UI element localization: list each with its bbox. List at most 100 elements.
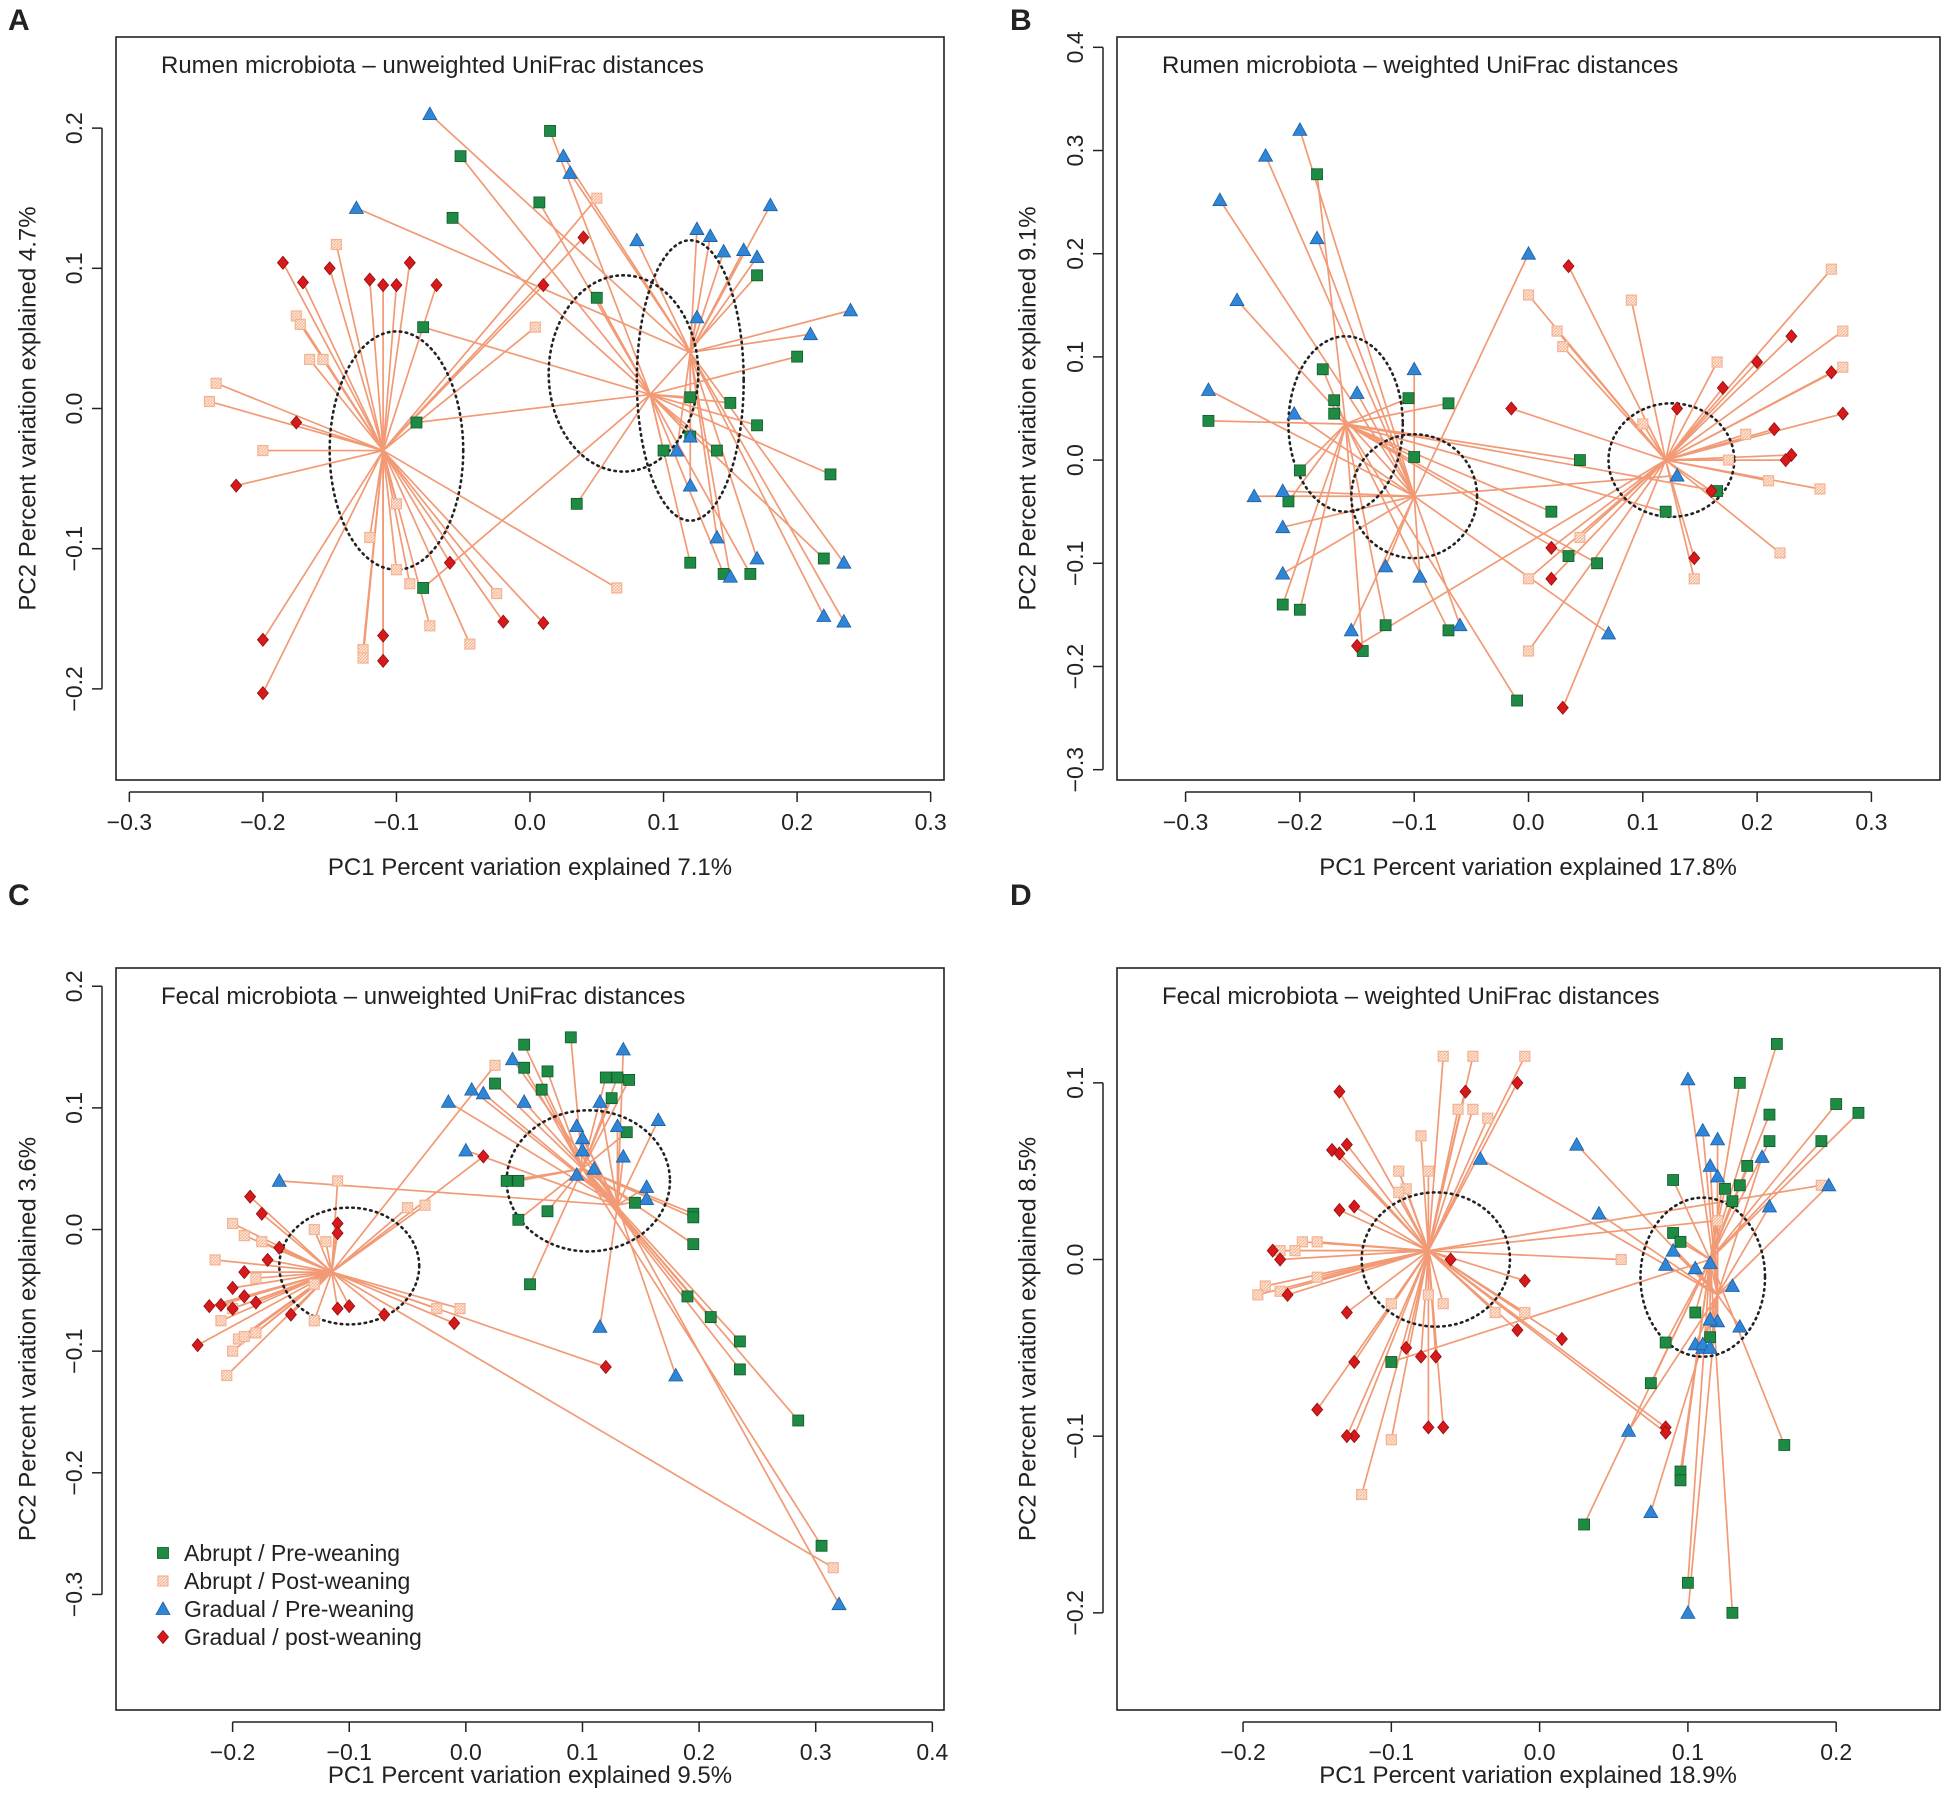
point-abrupt-pre	[1770, 1038, 1783, 1050]
point-gradual-pre	[1724, 1278, 1741, 1292]
point-abrupt-pre	[605, 1092, 618, 1105]
connector-line	[382, 284, 438, 451]
connector-line	[546, 1071, 584, 1169]
point-gradual-post	[1716, 380, 1729, 395]
point-abrupt-post	[1688, 573, 1700, 585]
point-gradual-pre	[1695, 1122, 1711, 1137]
point-abrupt-pre	[1545, 505, 1558, 518]
point-abrupt-post	[238, 1330, 250, 1343]
confidence-ellipse	[1639, 1196, 1767, 1358]
point-abrupt-pre	[1328, 407, 1341, 420]
point-gradual-post	[1836, 406, 1849, 421]
connector-line	[1345, 423, 1581, 461]
point-gradual-pre	[749, 249, 765, 263]
point-gradual-post	[1274, 1252, 1287, 1267]
connector-line	[1338, 1091, 1430, 1252]
point-gradual-pre	[1569, 1136, 1585, 1151]
point-gradual-post	[331, 1301, 344, 1316]
point-gradual-pre	[682, 477, 698, 492]
connector-line	[1346, 1250, 1430, 1437]
point-abrupt-pre	[489, 1077, 501, 1090]
connector-line	[308, 358, 384, 452]
connector-line	[330, 1233, 339, 1273]
point-abrupt-pre	[687, 1211, 700, 1224]
point-gradual-post	[1333, 1202, 1346, 1218]
point-gradual-pre	[689, 221, 705, 235]
panel-b-letter: B	[1010, 4, 1032, 37]
y-tick-label: 0.1	[1062, 1067, 1088, 1099]
connector-line	[689, 351, 845, 564]
point-abrupt-post	[330, 238, 342, 251]
point-gradual-pre	[475, 1085, 492, 1100]
y-tick-label: 0.2	[1062, 238, 1088, 270]
point-gradual-pre	[1680, 1605, 1696, 1619]
point-abrupt-pre	[684, 556, 697, 569]
point-abrupt-pre	[1741, 1159, 1754, 1172]
point-abrupt-pre	[1282, 495, 1295, 508]
connector-line	[1428, 1249, 1526, 1282]
x-tick-label: 0.3	[915, 809, 947, 835]
point-abrupt-pre	[1442, 624, 1455, 637]
point-abrupt-post	[1252, 1289, 1264, 1301]
connector-line	[1665, 428, 1775, 461]
y-tick-label: −0.2	[1062, 644, 1088, 689]
data-points	[203, 106, 859, 701]
confidence-ellipse	[1607, 402, 1736, 519]
point-gradual-pre	[682, 428, 698, 443]
connector-line	[1420, 1135, 1430, 1251]
point-gradual-post	[497, 614, 510, 629]
connector-line	[1281, 423, 1347, 605]
connector-line	[1665, 459, 1821, 490]
connector-line	[1687, 1079, 1719, 1295]
connector-line	[1257, 1249, 1429, 1296]
point-abrupt-post	[1437, 1298, 1449, 1310]
confidence-ellipse	[547, 274, 700, 473]
panel-d-letter: D	[1010, 879, 1032, 912]
point-abrupt-post	[1637, 418, 1649, 430]
connector-line	[649, 355, 798, 396]
connector-line	[382, 197, 598, 452]
point-abrupt-pre	[1293, 464, 1306, 477]
y-tick-label: −0.2	[61, 1450, 87, 1495]
confidence-ellipse	[1360, 1191, 1512, 1328]
point-gradual-pre	[348, 200, 365, 214]
data-points	[1252, 1038, 1865, 1619]
connector-line	[616, 1156, 625, 1206]
point-gradual-pre	[562, 165, 578, 179]
connector-line	[1282, 495, 1415, 575]
connector-line	[328, 268, 384, 451]
plot-frame	[115, 967, 945, 1711]
x-tick-label: 0.0	[514, 809, 546, 835]
connector-line	[382, 450, 504, 623]
point-abrupt-post	[1422, 1165, 1435, 1177]
point-abrupt-post	[1385, 1434, 1397, 1446]
point-abrupt-pre	[446, 211, 459, 224]
point-gradual-pre	[842, 302, 859, 317]
point-abrupt-post	[1489, 1306, 1501, 1319]
x-axis-label: PC1 Percent variation explained 7.1%	[328, 854, 732, 881]
point-abrupt-post	[1762, 475, 1775, 487]
x-tick-label: −0.1	[1391, 809, 1436, 835]
connector-line	[313, 1271, 333, 1322]
connector-line	[689, 352, 758, 559]
legend-label: Abrupt / Pre-weaning	[184, 1540, 400, 1566]
point-gradual-post	[226, 1280, 239, 1296]
connector-line	[1665, 459, 1781, 554]
point-gradual-post	[1825, 365, 1838, 380]
point-abrupt-post	[1467, 1050, 1479, 1062]
point-gradual-post	[1351, 638, 1364, 653]
point-gradual-pre	[1591, 1205, 1607, 1220]
point-gradual-pre	[516, 1093, 532, 1108]
point-gradual-post	[261, 1252, 274, 1268]
connector-line	[1391, 1258, 1711, 1363]
connector-line	[689, 352, 732, 577]
point-gradual-post	[255, 1206, 268, 1221]
connector-line	[322, 358, 384, 452]
connector-line	[511, 1058, 619, 1206]
point-gradual-pre	[650, 1112, 666, 1126]
x-tick-label: −0.1	[374, 809, 419, 835]
connector-line	[1665, 387, 1724, 461]
point-gradual-pre	[1292, 122, 1308, 136]
point-abrupt-pre	[454, 150, 467, 163]
point-gradual-pre	[722, 568, 739, 583]
